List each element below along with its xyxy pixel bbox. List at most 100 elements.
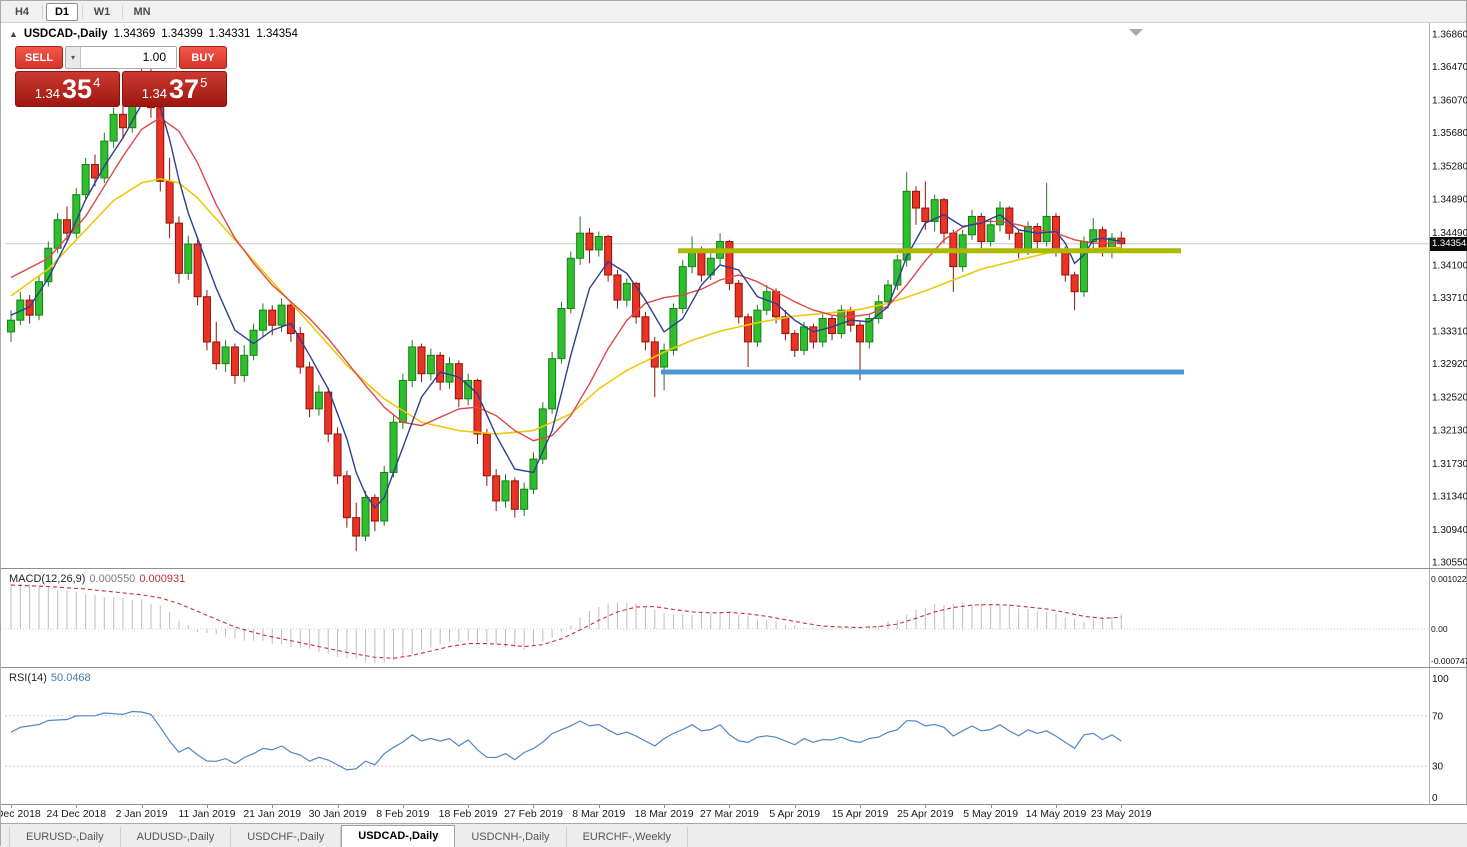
buy-button[interactable]: BUY — [179, 46, 227, 69]
time-tick — [337, 805, 339, 808]
timeframe-toolbar: H4 D1 W1 MN — [1, 1, 1466, 23]
time-tick — [598, 805, 600, 808]
bid-price-tag: 1.34354 — [1430, 237, 1467, 251]
autoscroll-marker-icon[interactable] — [1129, 29, 1143, 36]
macd-canvas[interactable]: 0.0010229 0.00 -0.0007477 — [1, 569, 1467, 667]
svg-text:1.33710: 1.33710 — [1432, 293, 1467, 304]
oct-price-row: 1.34 35 4 1.34 37 5 — [15, 71, 227, 107]
buy-price-button[interactable]: 1.34 37 5 — [122, 71, 227, 107]
timeframe-button-w1[interactable]: W1 — [93, 5, 111, 18]
close-value: 1.34354 — [256, 28, 298, 40]
time-tick — [860, 805, 862, 808]
time-label: 30 Jan 2019 — [308, 808, 367, 820]
svg-text:1.31730: 1.31730 — [1432, 459, 1467, 470]
time-tick — [1055, 805, 1057, 808]
time-label: 27 Mar 2019 — [699, 808, 759, 820]
candlestick-series — [7, 55, 1126, 552]
svg-text:1.34890: 1.34890 — [1432, 194, 1467, 205]
svg-text:-0.0007477: -0.0007477 — [1431, 656, 1467, 666]
time-tick — [402, 805, 404, 808]
timeframe-button-mn[interactable]: MN — [133, 5, 151, 18]
svg-text:1.32520: 1.32520 — [1432, 393, 1467, 404]
macd-label: MACD(12,26,9) 0.000550 0.000931 — [9, 573, 185, 585]
macd-signal-value: 0.000931 — [139, 573, 186, 585]
sell-price-big: 35 — [62, 73, 93, 104]
time-label: 5 May 2019 — [963, 808, 1019, 820]
ma-slow-line — [10, 177, 1122, 435]
price-chart-canvas[interactable]: 1.36860 1.36470 1.36070 1.35680 1.35280 1.348… — [1, 23, 1467, 568]
time-tick — [664, 805, 666, 808]
ma-fast-line — [10, 89, 1122, 509]
sell-price-prefix: 1.34 — [34, 85, 61, 101]
volume-field[interactable]: ▾ 1.00 — [65, 46, 177, 69]
chart-tab-eurchf[interactable]: EURCHF-,Weekly — [567, 827, 688, 847]
sell-button[interactable]: SELL — [15, 46, 63, 69]
macd-name: MACD(12,26,9) — [9, 573, 86, 585]
time-tick — [76, 805, 78, 808]
rsi-value: 50.0468 — [50, 672, 91, 684]
chart-title: ▲ USDCAD-,Daily 1.34369 1.34399 1.34331 … — [9, 28, 298, 40]
rsi-canvas[interactable]: 100 70 30 0 — [1, 668, 1467, 804]
time-tick — [272, 805, 274, 808]
toolbar-separator — [82, 4, 83, 19]
time-tick — [925, 805, 927, 808]
time-label: 11 Jan 2019 — [178, 808, 236, 820]
timeframe-button-h4[interactable]: H4 — [14, 5, 30, 18]
svg-text:1.33310: 1.33310 — [1432, 327, 1467, 338]
chart-tab-usdcnh[interactable]: USDCNH-,Daily — [455, 827, 567, 847]
svg-text:30: 30 — [1432, 762, 1444, 773]
svg-text:1.30550: 1.30550 — [1432, 558, 1467, 568]
time-tick — [794, 805, 796, 808]
svg-text:1.36470: 1.36470 — [1432, 62, 1467, 73]
svg-text:0: 0 — [1432, 793, 1438, 804]
svg-text:1.35280: 1.35280 — [1432, 162, 1467, 173]
time-label: 8 Feb 2019 — [376, 808, 430, 820]
time-tick — [990, 805, 992, 808]
time-tick — [141, 805, 143, 808]
time-label: 8 Mar 2019 — [572, 808, 626, 820]
time-label: 18 Mar 2019 — [634, 808, 694, 820]
open-value: 1.34369 — [113, 28, 156, 40]
time-axis[interactable]: 14 Dec 2018 24 Dec 2018 2 Jan 2019 11 Jan 2… — [1, 804, 1467, 823]
svg-text:1.32130: 1.32130 — [1432, 425, 1467, 436]
time-label: 25 Apr 2019 — [897, 808, 954, 820]
high-value: 1.34399 — [161, 28, 203, 40]
macd-main-value: 0.000550 — [89, 573, 136, 585]
chart-tab-usdcad[interactable]: USDCAD-,Daily — [341, 825, 456, 847]
time-tick — [468, 805, 470, 808]
volume-dropdown-icon[interactable]: ▾ — [66, 47, 81, 68]
one-click-trading-panel: SELL ▾ 1.00 BUY 1.34 35 4 1.34 37 5 — [15, 46, 227, 107]
time-tick — [729, 805, 731, 808]
toolbar-separator — [42, 4, 43, 19]
main-chart-pane[interactable]: 1.36860 1.36470 1.36070 1.35680 1.35280 1.348… — [1, 23, 1467, 568]
time-label: 21 Jan 2019 — [243, 808, 302, 820]
rsi-name: RSI(14) — [9, 672, 47, 684]
sell-price-button[interactable]: 1.34 35 4 — [15, 71, 120, 107]
svg-text:100: 100 — [1432, 674, 1449, 685]
rsi-line — [10, 710, 1122, 771]
time-label: 14 May 2019 — [1025, 808, 1087, 820]
sell-price-pipette: 4 — [93, 74, 101, 90]
svg-text:1.36860: 1.36860 — [1432, 30, 1467, 41]
time-label: 15 Apr 2019 — [831, 808, 889, 820]
svg-text:0.0010229: 0.0010229 — [1431, 574, 1467, 584]
macd-pane[interactable]: 0.00102290.00-0.0007477 MACD(12,26,9)0.0… — [1, 568, 1467, 667]
svg-text:1.34490: 1.34490 — [1432, 228, 1467, 239]
time-tick — [206, 805, 208, 808]
low-value: 1.34331 — [208, 28, 251, 40]
chart-tab-eurusd[interactable]: EURUSD-,Daily — [9, 827, 121, 847]
oct-toggle-icon[interactable]: ▲ — [9, 29, 18, 39]
svg-text:0.00: 0.00 — [1431, 624, 1448, 634]
symbol-label: USDCAD-,Daily — [23, 28, 108, 40]
oct-top-row: SELL ▾ 1.00 BUY — [15, 46, 227, 69]
time-tick — [11, 805, 12, 808]
macd-histogram — [10, 583, 1122, 663]
chart-tab-usdchf[interactable]: USDCHF-,Daily — [231, 827, 342, 847]
toolbar-separator — [122, 4, 123, 19]
rsi-pane[interactable]: 100 70 30 0 RSI(14) 50.0468 — [1, 667, 1467, 804]
buy-price-big: 37 — [169, 73, 200, 104]
volume-value: 1.00 — [142, 50, 166, 64]
timeframe-button-d1[interactable]: D1 — [46, 2, 78, 21]
chart-tab-audusd[interactable]: AUDUSD-,Daily — [121, 827, 232, 847]
